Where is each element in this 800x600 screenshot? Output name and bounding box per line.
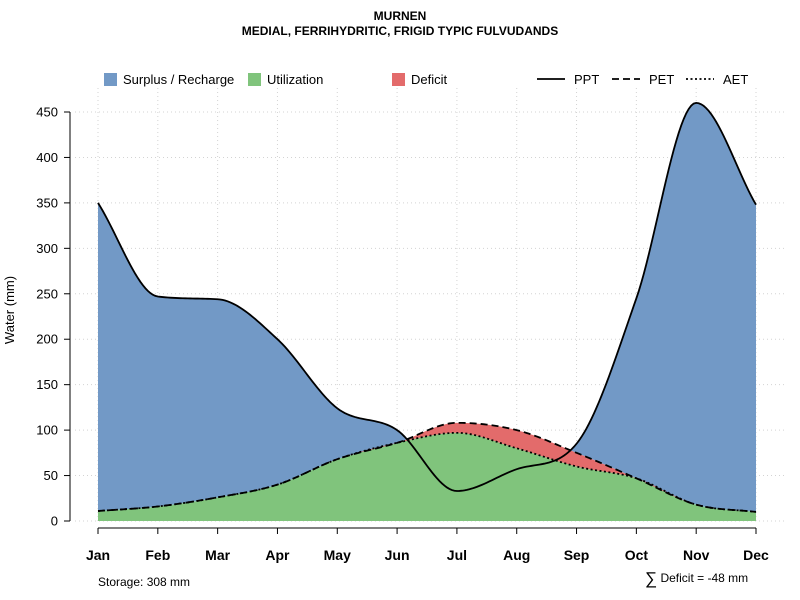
y-tick-label: 300: [36, 241, 58, 256]
series-line-pet: [97, 421, 757, 513]
storage-annotation: Storage: 308 mm: [98, 575, 191, 589]
surplus-recharge-area: [98, 102, 756, 512]
y-tick-label: 0: [51, 514, 58, 529]
legend-label: Deficit: [411, 72, 448, 87]
chart-title: MURNEN: [373, 9, 427, 23]
sum-icon: ∑: [645, 569, 658, 588]
y-tick-label: 400: [36, 150, 58, 165]
x-tick-label: May: [324, 547, 351, 563]
x-tick-label: Jul: [447, 547, 467, 563]
y-tick-label: 200: [36, 332, 58, 347]
legend-label: PPT: [574, 72, 599, 87]
x-tick-label: Jan: [86, 547, 110, 563]
y-tick-label: 250: [36, 286, 58, 301]
x-tick-label: Oct: [625, 547, 649, 563]
x-tick-label: Apr: [265, 547, 290, 563]
deficit-annotation: ∑ Deficit = -48 mm: [645, 569, 748, 589]
x-tick-label: Dec: [743, 547, 769, 563]
utilization-area: [98, 432, 756, 521]
x-tick-label: Jun: [385, 547, 410, 563]
y-tick-label: 350: [36, 195, 58, 210]
legend-swatch: [392, 73, 405, 86]
legend-swatch: [104, 73, 117, 86]
chart-subtitle: MEDIAL, FERRIHYDRITIC, FRIGID TYPIC FULV…: [241, 24, 559, 38]
legend-label: Surplus / Recharge: [123, 72, 234, 87]
series-line-aet: [97, 431, 757, 513]
legend-label: AET: [723, 72, 748, 87]
y-tick-label: 100: [36, 423, 58, 438]
legend-label: Utilization: [267, 72, 323, 87]
x-tick-label: Nov: [683, 547, 710, 563]
deficit-annotation-text: Deficit = -48 mm: [660, 571, 749, 585]
x-tick-label: Aug: [503, 547, 530, 563]
y-tick-label: 450: [36, 105, 58, 120]
y-tick-label: 50: [44, 468, 58, 483]
series-line-ppt: [97, 101, 757, 492]
x-tick-label: Mar: [205, 547, 230, 563]
legend-swatch: [248, 73, 261, 86]
y-axis-label: Water (mm): [2, 276, 17, 344]
y-tick-label: 150: [36, 377, 58, 392]
legend-label: PET: [649, 72, 674, 87]
x-tick-label: Feb: [145, 547, 170, 563]
x-tick-label: Sep: [564, 547, 590, 563]
